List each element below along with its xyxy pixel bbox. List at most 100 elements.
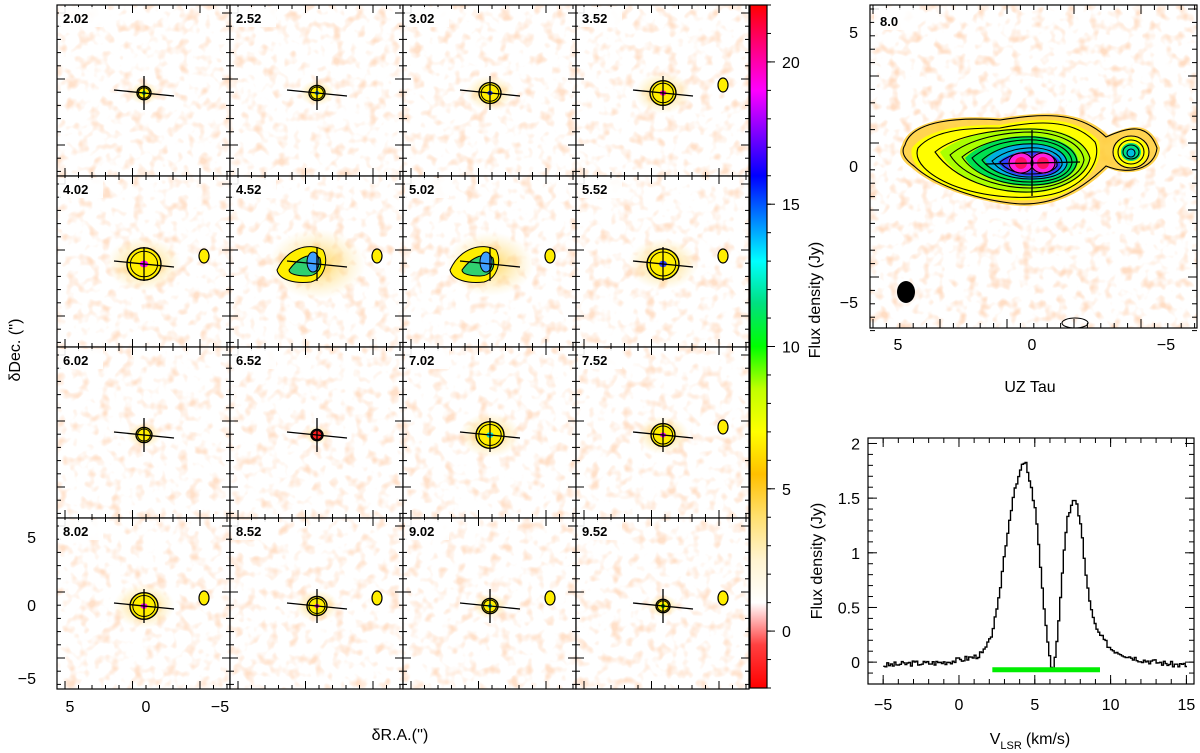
spectrum-y-tick-labels: 0 0.5 1 1.5 2 (838, 436, 860, 672)
channel-velocity-label: 8.52 (236, 524, 261, 539)
grid-y-ticks: 5 0 −5 (18, 530, 36, 688)
moment-x-tick-0: 0 (1028, 337, 1037, 354)
channel-velocity-label: 4.52 (236, 182, 261, 197)
moment-map-caption: UZ Tau (1004, 379, 1055, 396)
colorbar-tick-label: 10 (782, 340, 800, 357)
grid-y-tick-0: 0 (27, 598, 36, 615)
channel-panel: 4.52 (229, 175, 404, 348)
channel-panel: 2.52 (229, 4, 404, 177)
channel-panel: 8.52 (229, 517, 404, 690)
spectrum-series-line (883, 461, 1187, 672)
spectrum-y-tick-label: 2 (851, 436, 860, 453)
channel-emission (286, 589, 383, 623)
channel-emission (113, 418, 175, 452)
channel-panel: 7.02 (402, 346, 577, 519)
channel-panel: 2.02 (56, 4, 231, 177)
channel-panel: 6.52 (229, 346, 404, 519)
spectrum-y-tick-label: 1.5 (838, 491, 860, 508)
channel-emission (632, 589, 729, 623)
grid-y-axis-label: δDec. ('') (7, 318, 24, 381)
spectrum-x-label-sub: LSR (1000, 740, 1021, 752)
channel-panel: 3.02 (402, 4, 577, 177)
moment-y-tick-0: 0 (849, 159, 858, 176)
channel-velocity-label: 2.52 (236, 11, 261, 26)
channel-emission (627, 238, 729, 290)
spectrum-x-tick-label: 10 (1102, 697, 1120, 714)
spectrum-x-tick-label: 15 (1178, 697, 1196, 714)
channel-panel: 5.52 (575, 175, 750, 348)
grid-x-tick-0: 0 (142, 699, 151, 716)
spectrum-x-label-unit: (km/s) (1026, 731, 1070, 748)
channel-emission (632, 72, 729, 114)
channel-velocity-label: 3.02 (409, 11, 434, 26)
channel-velocity-label: 7.02 (409, 353, 434, 368)
channel-panel: 3.52 (575, 4, 750, 177)
colorbar-label: Flux density (Jy) (807, 242, 824, 358)
moment-x-tick-5: 5 (894, 337, 903, 354)
grid-x-ticks: 5 0 −5 (66, 699, 230, 716)
spectrum-x-tick-label: −5 (874, 697, 892, 714)
channel-velocity-label: 9.52 (582, 524, 607, 539)
channel-emission (459, 412, 521, 458)
colorbar-tick-label: 0 (782, 624, 791, 641)
channel-emission (459, 75, 521, 111)
spectrum-x-label-main: V (990, 731, 1001, 748)
channel-velocity-label: 2.02 (63, 11, 88, 26)
channel-velocity-label: 3.52 (582, 11, 607, 26)
moment-map-emission (900, 113, 1160, 328)
colorbar-tick-label: 15 (782, 197, 800, 214)
channel-velocity-label: 5.52 (582, 182, 607, 197)
spectrum-frame (867, 437, 1195, 685)
channel-velocity-label: 4.02 (63, 182, 88, 197)
moment-map: 8.0 5 0 −5 5 0 −5 UZ Tau (840, 4, 1198, 396)
channel-panel: 9.02 (402, 517, 577, 690)
channel-panel: 4.02 (56, 175, 231, 348)
channel-emission (286, 76, 348, 110)
channel-panel: 9.52 (575, 517, 750, 690)
channel-emission (459, 589, 556, 623)
channel-emission (286, 418, 348, 452)
channel-emission (446, 232, 556, 296)
spectrum-x-tick-label: 5 (1030, 697, 1039, 714)
grid-x-axis-label: δR.A.('') (372, 727, 429, 744)
channel-emission (106, 236, 210, 292)
channel-emission (268, 228, 383, 300)
spectrum-ticks (868, 438, 1194, 684)
spectrum-y-tick-label: 1 (851, 546, 860, 563)
colorbar-tick-label: 20 (782, 55, 800, 72)
colorbar-gradient (750, 5, 767, 688)
channel-panel: 8.02 (56, 517, 231, 690)
colorbar-ticks: 20 15 10 5 0 (767, 4, 800, 689)
moment-y-tick-5: 5 (849, 25, 858, 42)
channel-panel: 7.52 (575, 346, 750, 519)
channel-emission (113, 583, 210, 629)
channel-velocity-label: 8.02 (63, 524, 88, 539)
channel-velocity-label: 6.52 (236, 353, 261, 368)
channel-map-grid: 2.02 2.52 3.02 3.52 4.02 4.52 5.02 5.52 6.02 6.52… (56, 4, 750, 690)
moment-map-ticks (870, 5, 1197, 332)
channel-emission (113, 76, 175, 110)
spectrum-y-tick-label: 0 (851, 655, 860, 672)
beam-ellipse (897, 281, 915, 303)
grid-x-tick-neg5: −5 (211, 699, 229, 716)
channel-velocity-label: 5.02 (409, 182, 434, 197)
spectrum-y-tick-label: 0.5 (838, 600, 860, 617)
channel-emission (632, 415, 729, 455)
grid-y-tick-neg5: −5 (18, 671, 36, 688)
channel-panel: 6.02 (56, 346, 231, 519)
channel-velocity-label: 7.52 (582, 353, 607, 368)
channel-velocity-label: 9.02 (409, 524, 434, 539)
colorbar-tick-label: 5 (782, 482, 791, 499)
uz-tau-a-peak (1126, 148, 1136, 158)
colorbar: 20 15 10 5 0 Flux density (Jy) (749, 4, 824, 689)
moment-map-velocity: 8.0 (880, 14, 898, 29)
grid-x-tick-5: 5 (66, 699, 75, 716)
channel-panel: 5.02 (402, 175, 577, 348)
spectrum-y-axis-label: Flux density (Jy) (809, 503, 826, 619)
spectrum-chart: 0 0.5 1 1.5 2 −5 0 5 10 15 Flux density (Jy) VLS… (809, 436, 1195, 752)
moment-y-tick-neg5: −5 (840, 295, 858, 312)
moment-x-tick-neg5: −5 (1157, 337, 1175, 354)
spectrum-x-tick-labels: −5 0 5 10 15 (874, 697, 1195, 714)
spectrum-x-axis-label: VLSR (km/s) (990, 731, 1071, 752)
